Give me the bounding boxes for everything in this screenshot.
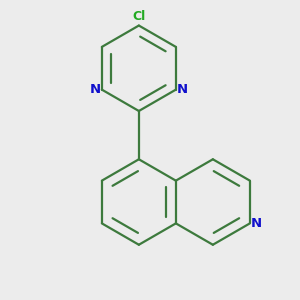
Text: N: N	[251, 217, 262, 230]
Text: N: N	[90, 83, 101, 96]
Text: Cl: Cl	[132, 10, 146, 23]
Text: N: N	[177, 83, 188, 96]
